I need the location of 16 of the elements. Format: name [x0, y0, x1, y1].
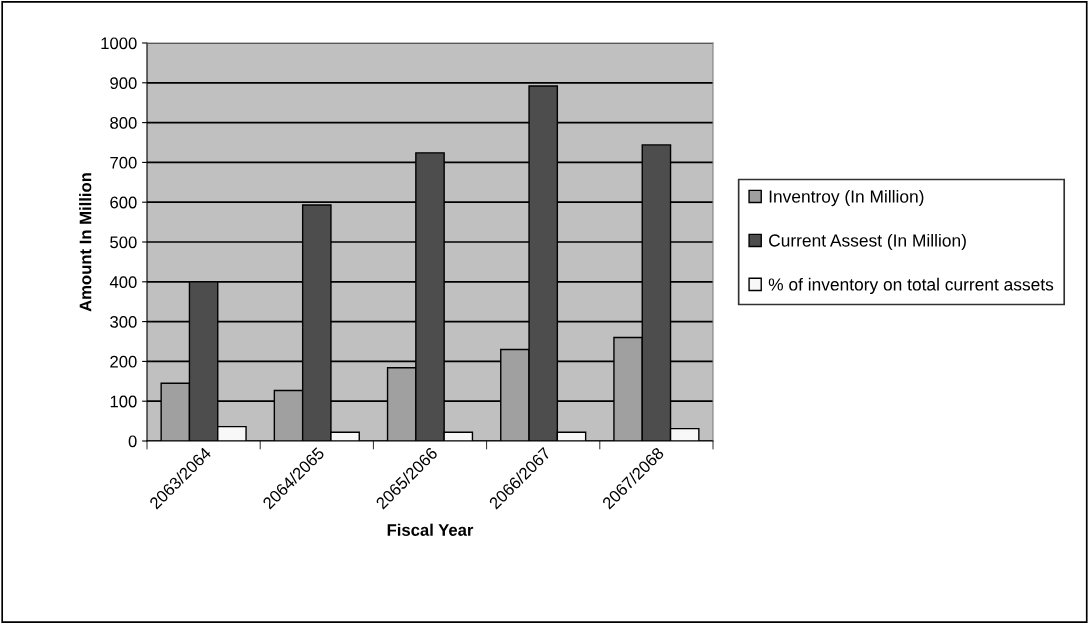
legend-label: % of inventory on total current assets: [768, 277, 1054, 295]
y-tick-label: 300: [110, 316, 137, 328]
y-tick-label: 600: [110, 196, 137, 209]
y-axis-title: Amount In Million: [79, 173, 92, 312]
y-tick-label: 100: [110, 395, 137, 408]
x-axis-title: Fiscal Year: [387, 523, 474, 536]
y-tick-label: 400: [109, 276, 137, 288]
y-tick-label: 500: [110, 236, 137, 249]
y-tick-label: 200: [110, 355, 137, 368]
y-tick-label: 0: [128, 435, 137, 448]
y-tick-label: 1000: [101, 37, 137, 50]
y-tick-label: 700: [110, 156, 137, 169]
legend-label: Current Assest (In Million): [769, 233, 966, 251]
y-tick-label: 900: [110, 77, 137, 89]
legend-label: Inventroy (In Million): [769, 189, 924, 207]
y-tick-label: 800: [110, 117, 137, 129]
